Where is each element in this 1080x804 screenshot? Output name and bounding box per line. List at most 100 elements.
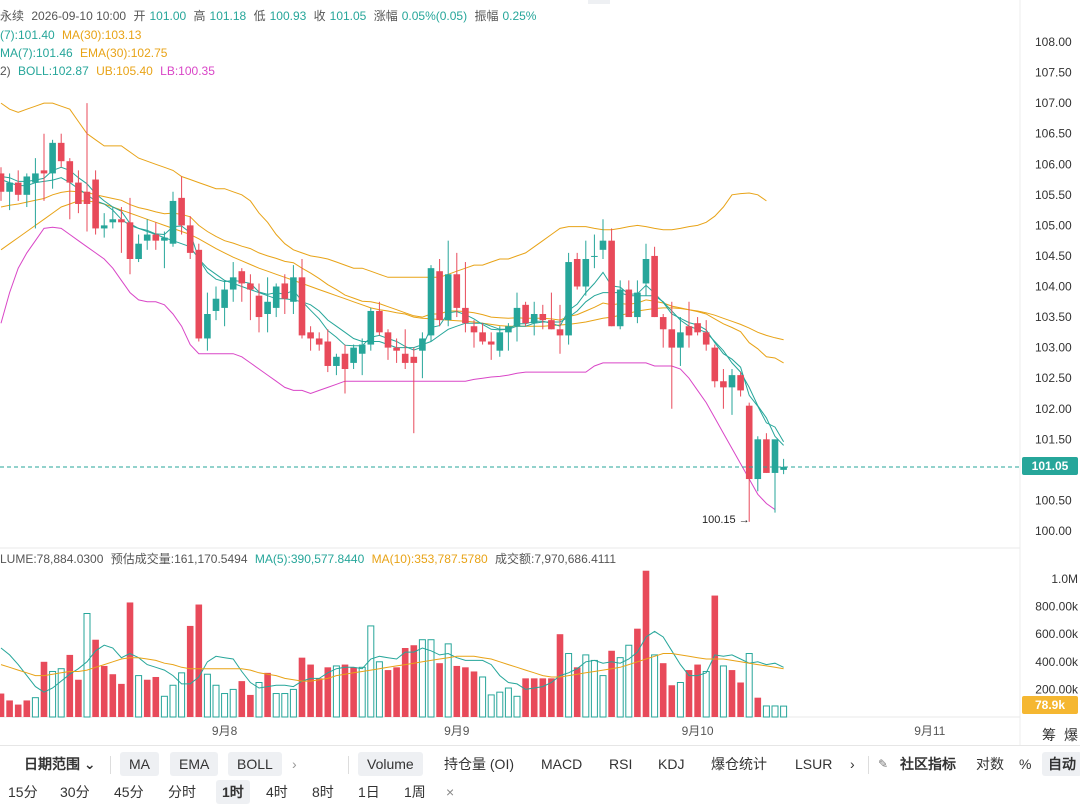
volume-bar — [100, 665, 108, 717]
volume-bar — [625, 644, 633, 718]
candle — [83, 103, 91, 232]
candle — [143, 219, 151, 250]
interval-tab[interactable]: 45分 — [114, 784, 144, 800]
log-scale-toggle[interactable]: 对数 — [976, 756, 1004, 772]
close-label: 收 — [313, 9, 326, 23]
pair-label: 永续 — [0, 9, 25, 23]
candle-body — [573, 258, 581, 287]
lsur-button[interactable]: LSUR — [795, 756, 833, 772]
interval-tab[interactable]: 1周 — [404, 784, 426, 800]
candle — [737, 372, 744, 397]
volume-bar — [582, 654, 590, 718]
date-range-label: 日期范围 — [24, 756, 80, 772]
boll-lower-band — [0, 226, 776, 511]
candle — [539, 304, 547, 330]
candle — [367, 307, 375, 351]
interval-tab[interactable]: 30分 — [60, 784, 90, 800]
community-indicators-button[interactable]: 社区指标 — [900, 756, 956, 772]
candle — [668, 301, 676, 409]
percent-scale-toggle[interactable]: % — [1019, 756, 1032, 772]
candle-body — [556, 329, 564, 336]
candle — [23, 173, 31, 208]
candle — [651, 246, 658, 318]
candle — [462, 262, 469, 333]
turnover-value: 成交额:7,970,686.4111 — [495, 552, 616, 566]
ma-indicator-button[interactable]: MA — [120, 752, 159, 776]
volume-bar — [737, 682, 744, 717]
interval-tab[interactable]: 分时 — [168, 784, 196, 800]
date-range-dropdown[interactable]: 日期范围 ⌄ — [24, 752, 96, 776]
ma30-value: MA(30):103.13 — [62, 28, 142, 42]
kdj-button[interactable]: KDJ — [658, 756, 685, 772]
candle — [754, 436, 762, 492]
candle-body — [66, 161, 74, 183]
volume-tick-label: 600.00k — [1035, 627, 1079, 641]
chevron-right-icon[interactable]: › — [292, 756, 297, 772]
price-tick-label: 103.00 — [1035, 341, 1072, 355]
change-label: 涨幅 — [373, 9, 398, 23]
boll-indicator-button[interactable]: BOLL — [228, 752, 282, 776]
candle-body — [100, 225, 108, 229]
vol-ma10-value: MA(10):353,787.5780 — [371, 552, 488, 566]
volume-bar — [436, 663, 443, 717]
volume-bar — [659, 663, 667, 717]
candle-body — [229, 277, 237, 290]
candle — [247, 274, 254, 321]
boll-lb-value: LB:100.35 — [160, 64, 215, 78]
candle-body — [152, 234, 160, 241]
candle-body — [582, 258, 590, 287]
candle — [771, 439, 779, 513]
candle-body — [780, 466, 787, 470]
candle — [384, 329, 392, 360]
candle-body — [410, 356, 418, 363]
edit-icon[interactable]: ✎ — [878, 757, 889, 771]
interval-tab[interactable]: 1日 — [358, 784, 380, 800]
candle-body — [315, 338, 323, 345]
liquidation-stats-button[interactable]: 爆仓统计 — [711, 756, 767, 772]
ema-legend: MA(7):101.46 EMA(30):102.75 — [0, 46, 171, 60]
volume-bar — [66, 654, 74, 717]
candle — [264, 277, 271, 333]
candle — [419, 332, 426, 379]
interval-tab[interactable]: 15分 — [8, 784, 38, 800]
volume-bar — [307, 664, 314, 717]
interval-tabs: 15分 30分 45分 分时 1时 4时 8时 1日 1周 × — [0, 780, 1080, 804]
candle — [66, 158, 74, 220]
chip-distribution-toggle[interactable]: 筹 — [1042, 727, 1056, 743]
candle — [238, 268, 246, 302]
liquidation-toggle[interactable]: 爆 — [1064, 727, 1078, 743]
volume-bar — [685, 670, 693, 717]
interval-tab[interactable]: 1时 — [216, 780, 250, 804]
volume-bar — [548, 678, 555, 717]
open-interest-button[interactable]: 持仓量 (OI) — [444, 756, 514, 772]
rsi-button[interactable]: RSI — [609, 756, 633, 772]
candle — [530, 301, 538, 336]
candle — [634, 280, 641, 324]
auto-scale-toggle[interactable]: 自动 — [1042, 752, 1080, 776]
vol-ma5-value: MA(5):390,577.8440 — [254, 552, 365, 566]
candle — [358, 338, 366, 376]
more-indicators-arrow[interactable]: › — [850, 756, 855, 772]
candlestick-chart[interactable]: 108.00 107.50 107.00 106.50 106.00 105.50 105.… — [0, 0, 1080, 745]
volume-indicator-button[interactable]: Volume — [358, 752, 423, 776]
candle — [152, 222, 160, 250]
low-label: 低 — [253, 9, 266, 23]
time-axis: 9月8 9月9 9月10 9月11 — [212, 724, 946, 738]
candle-body — [14, 182, 22, 195]
candle — [763, 433, 770, 473]
macd-button[interactable]: MACD — [541, 756, 583, 772]
volume-bar — [676, 682, 684, 718]
candle — [642, 243, 650, 296]
price-tick-label: 108.00 — [1035, 35, 1072, 49]
volume-bar — [470, 671, 478, 717]
volume-bar — [0, 693, 5, 717]
candle-body — [0, 173, 5, 192]
ema-indicator-button[interactable]: EMA — [170, 752, 219, 776]
candle-body — [195, 249, 203, 339]
candle — [393, 338, 400, 363]
close-icon[interactable]: × — [446, 784, 455, 800]
interval-tab[interactable]: 4时 — [266, 784, 288, 800]
interval-tab[interactable]: 8时 — [312, 784, 334, 800]
volume-bar — [255, 682, 263, 718]
candle-body — [453, 274, 461, 308]
